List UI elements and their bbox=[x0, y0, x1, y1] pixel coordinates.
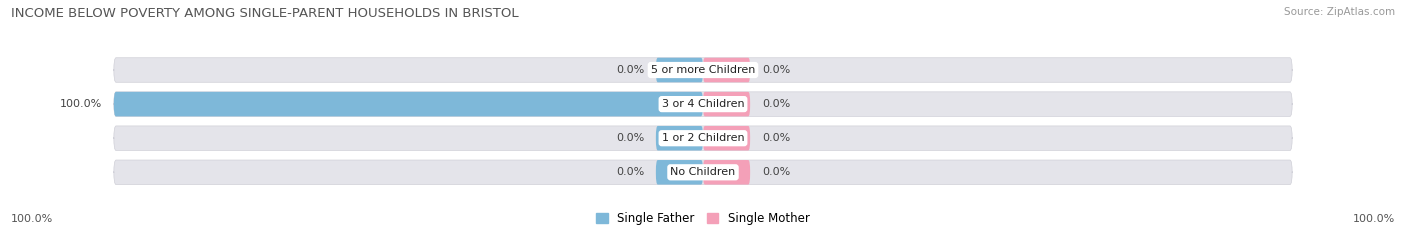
Text: No Children: No Children bbox=[671, 167, 735, 177]
FancyBboxPatch shape bbox=[114, 92, 1292, 116]
FancyBboxPatch shape bbox=[114, 160, 1292, 185]
Text: 0.0%: 0.0% bbox=[616, 65, 644, 75]
Text: 0.0%: 0.0% bbox=[762, 65, 790, 75]
Text: 0.0%: 0.0% bbox=[762, 99, 790, 109]
Text: 0.0%: 0.0% bbox=[762, 167, 790, 177]
Text: 0.0%: 0.0% bbox=[616, 133, 644, 143]
Text: 3 or 4 Children: 3 or 4 Children bbox=[662, 99, 744, 109]
Text: 100.0%: 100.0% bbox=[1353, 214, 1395, 224]
FancyBboxPatch shape bbox=[703, 126, 751, 151]
Legend: Single Father, Single Mother: Single Father, Single Mother bbox=[596, 212, 810, 225]
FancyBboxPatch shape bbox=[114, 92, 703, 116]
FancyBboxPatch shape bbox=[703, 58, 751, 82]
Text: Source: ZipAtlas.com: Source: ZipAtlas.com bbox=[1284, 7, 1395, 17]
FancyBboxPatch shape bbox=[703, 160, 751, 185]
FancyBboxPatch shape bbox=[703, 92, 751, 116]
Text: 0.0%: 0.0% bbox=[616, 167, 644, 177]
Text: 100.0%: 100.0% bbox=[11, 214, 53, 224]
FancyBboxPatch shape bbox=[114, 126, 1292, 151]
FancyBboxPatch shape bbox=[114, 58, 1292, 82]
Text: 1 or 2 Children: 1 or 2 Children bbox=[662, 133, 744, 143]
Text: INCOME BELOW POVERTY AMONG SINGLE-PARENT HOUSEHOLDS IN BRISTOL: INCOME BELOW POVERTY AMONG SINGLE-PARENT… bbox=[11, 7, 519, 20]
FancyBboxPatch shape bbox=[655, 160, 703, 185]
Text: 100.0%: 100.0% bbox=[60, 99, 103, 109]
FancyBboxPatch shape bbox=[655, 126, 703, 151]
Text: 0.0%: 0.0% bbox=[762, 133, 790, 143]
Text: 5 or more Children: 5 or more Children bbox=[651, 65, 755, 75]
FancyBboxPatch shape bbox=[655, 58, 703, 82]
